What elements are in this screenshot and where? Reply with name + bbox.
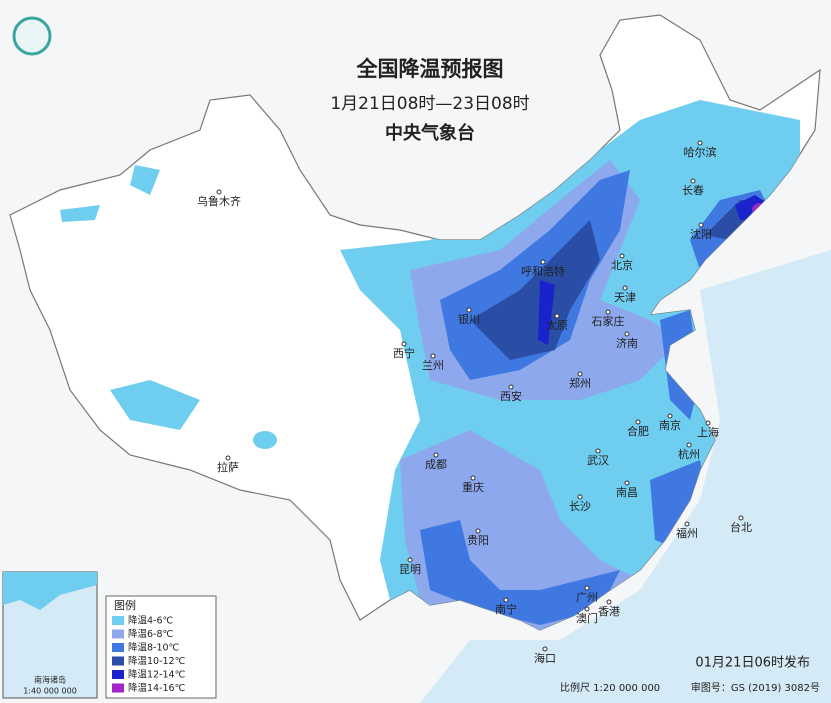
city-label: 贵阳	[467, 534, 489, 547]
city-label: 澳门	[576, 611, 598, 625]
title: 全国降温预报图	[356, 57, 504, 81]
city-dot	[667, 413, 673, 419]
city-label: 北京	[611, 258, 633, 272]
legend-swatch	[112, 683, 124, 693]
city-dot	[407, 557, 413, 563]
city-label: 上海	[697, 425, 719, 439]
city-dot	[475, 528, 481, 534]
city-dot	[619, 253, 625, 259]
city-label: 南京	[659, 418, 681, 432]
lakes	[60, 165, 277, 449]
scale: 比例尺 1:20 000 000	[560, 681, 660, 694]
city-label: 郑州	[569, 376, 591, 390]
inset: 南海诸岛 1:40 000 000	[2, 571, 98, 699]
city-dot	[503, 597, 509, 603]
city-label: 台北	[730, 520, 752, 534]
city-label: 南宁	[495, 602, 517, 616]
city-dot	[554, 313, 560, 319]
city-label: 长沙	[569, 500, 591, 513]
city-dot	[690, 178, 696, 184]
legend-swatch	[112, 643, 124, 652]
city-label: 兰州	[422, 359, 444, 372]
city-dot	[466, 307, 472, 313]
logo	[12, 16, 52, 56]
city-dot	[624, 480, 630, 486]
city-dot	[508, 384, 514, 390]
period: 1月21日08时—23日08时	[330, 94, 529, 114]
city-dot	[684, 521, 690, 527]
city-dot	[698, 222, 704, 228]
city-label: 福州	[676, 526, 698, 540]
city-label: 太原	[546, 319, 568, 332]
legend-label: 降温6-8℃	[128, 628, 174, 640]
city-dot	[686, 442, 692, 448]
city-dot	[584, 585, 590, 591]
city-dot	[470, 475, 476, 481]
city-label: 广州	[576, 591, 598, 604]
city-label: 拉萨	[217, 460, 239, 474]
city-label: 杭州	[678, 447, 700, 461]
legend-label: 降温14-16℃	[128, 682, 186, 694]
city-dot	[577, 371, 583, 377]
agency: 中央气象台	[385, 122, 475, 144]
legend-swatch	[112, 629, 124, 639]
city-dot	[705, 420, 711, 426]
city-label: 西宁	[393, 346, 415, 360]
legend-label: 降温10-12℃	[128, 655, 186, 667]
city-dot	[225, 455, 231, 461]
city-dot	[433, 452, 439, 458]
city-dot	[635, 419, 641, 425]
legend-swatch	[112, 616, 124, 625]
city-label: 哈尔滨	[684, 145, 717, 159]
legend-swatch	[112, 670, 124, 679]
city-dot	[542, 646, 548, 652]
city-dot	[624, 331, 630, 337]
city-label: 乌鲁木齐	[197, 194, 241, 208]
city-dot	[540, 259, 546, 265]
city-label: 石家庄	[592, 314, 625, 328]
city-label: 合肥	[627, 424, 649, 438]
city-label: 海口	[534, 651, 556, 665]
inset-label: 南海诸岛	[34, 675, 66, 685]
city-dot	[622, 285, 628, 291]
city-dot	[584, 606, 590, 612]
city-label: 济南	[616, 336, 638, 350]
city-label: 长春	[682, 184, 704, 197]
city-dot	[401, 341, 407, 347]
city-label: 南昌	[616, 486, 638, 499]
city-dot	[577, 494, 583, 500]
city-label: 呼和浩特	[521, 264, 565, 278]
city-label: 天津	[614, 291, 636, 304]
city-label: 武汉	[587, 454, 609, 467]
city-dot	[430, 353, 436, 359]
city-dot	[606, 599, 612, 605]
city-dot	[595, 448, 601, 454]
city-dot	[216, 189, 222, 195]
legend-label: 降温8-10℃	[128, 642, 180, 654]
legend-title: 图例	[114, 598, 136, 612]
city-label: 成都	[425, 458, 447, 471]
city-label: 香港	[598, 605, 620, 618]
city-label: 沈阳	[690, 227, 712, 241]
city-dot	[738, 515, 744, 521]
city-label: 昆明	[399, 563, 421, 576]
legend-label: 降温12-14℃	[128, 669, 186, 681]
city-label: 西安	[500, 389, 522, 403]
legend-label: 降温4-6℃	[128, 615, 174, 627]
approval: 审图号：GS (2019) 3082号	[691, 681, 820, 694]
city-dot	[697, 140, 703, 146]
city-dot	[605, 309, 611, 315]
city-label: 银川	[458, 312, 480, 326]
city-label: 重庆	[462, 480, 484, 494]
sea	[420, 250, 831, 703]
city-labels: 乌鲁木齐 哈尔滨长春沈阳呼和浩特 北京天津银川太原 石家庄西宁兰州 济南郑州西安合肥 南京…	[197, 140, 752, 665]
legend-swatch	[112, 656, 124, 666]
inset-scale: 1:40 000 000	[23, 687, 77, 696]
issued: 01月21日06时发布	[695, 655, 810, 671]
